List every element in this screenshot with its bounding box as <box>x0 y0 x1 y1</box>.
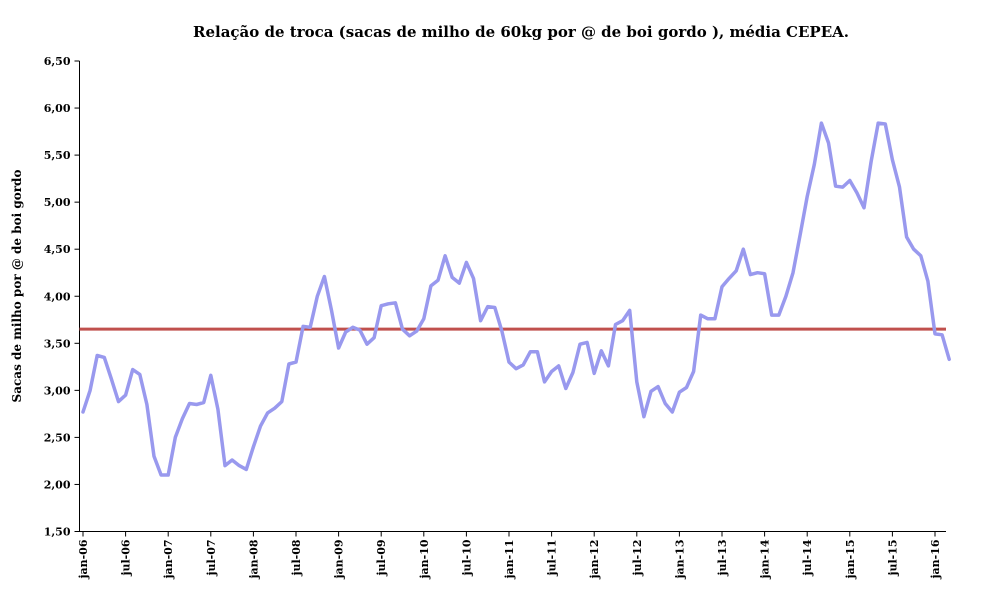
x-tick-label: jul-06 <box>120 539 133 576</box>
x-tick-label: jan-10 <box>418 539 431 579</box>
x-tick-label: jan-14 <box>759 539 772 579</box>
y-tick-label: 4,00 <box>44 290 71 303</box>
x-tick-label: jan-07 <box>162 540 175 580</box>
y-tick-label: 6,00 <box>44 102 71 115</box>
x-tick-label: jul-12 <box>631 540 644 577</box>
x-tick-label: jan-13 <box>673 540 686 580</box>
x-tick-label: jan-09 <box>333 540 346 580</box>
y-tick-label: 4,50 <box>44 243 71 256</box>
x-tick-label: jul-08 <box>290 539 303 576</box>
y-axis: 1,50 2,00 2,50 3,00 3,50 4,00 4,50 5,00 5,50 6,00… <box>44 55 80 539</box>
x-tick-label: jul-14 <box>801 539 814 576</box>
y-tick-label: 5,50 <box>44 149 71 162</box>
x-axis: jan-06 jul-06 jan-07 jul-07 jan-08 jul-08 jan-… <box>77 531 942 580</box>
x-tick-label: jan-06 <box>77 539 90 579</box>
x-tick-label: jan-15 <box>844 540 857 580</box>
x-tick-label: jul-07 <box>205 540 218 577</box>
y-tick-label: 3,50 <box>44 337 71 350</box>
y-tick-label: 3,00 <box>44 384 71 397</box>
x-tick-label: jan-16 <box>929 539 942 579</box>
chart-title: Relação de troca (sacas de milho de 60kg… <box>193 23 849 41</box>
series-line <box>81 121 951 477</box>
x-tick-label: jan-11 <box>503 540 516 580</box>
y-tick-label: 1,50 <box>44 526 71 539</box>
x-tick-label: jul-10 <box>460 539 473 576</box>
x-tick-label: jul-13 <box>716 540 729 577</box>
x-tick-label: jul-09 <box>375 540 388 577</box>
y-tick-label: 2,00 <box>44 478 71 491</box>
x-tick-label: jul-11 <box>546 540 559 577</box>
x-tick-label: jan-08 <box>247 539 260 579</box>
y-tick-label: 6,50 <box>44 55 71 68</box>
x-tick-label: jan-12 <box>588 540 601 580</box>
x-tick-label: jul-15 <box>886 540 899 577</box>
y-tick-label: 2,50 <box>44 431 71 444</box>
y-tick-label: 5,00 <box>44 196 71 209</box>
y-axis-label: Sacas de milho por @ de boi gordo <box>10 170 24 403</box>
